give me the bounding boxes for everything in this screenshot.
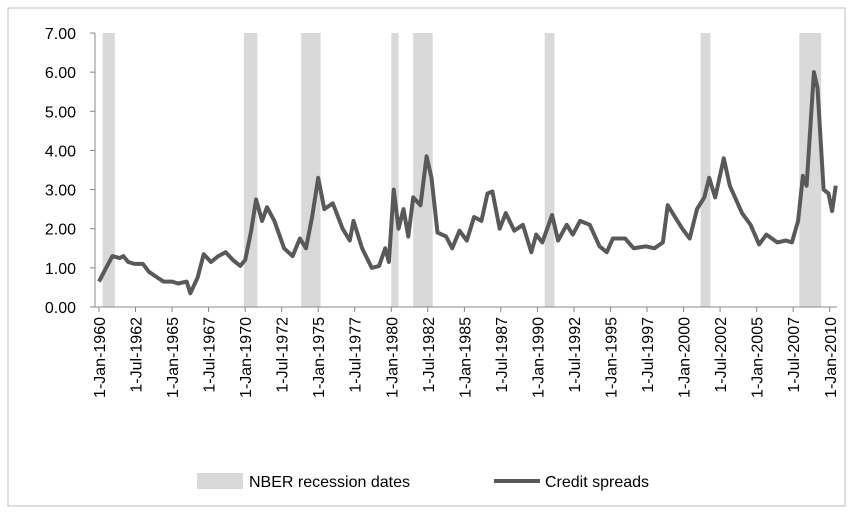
- y-tick-label: 6.00: [45, 65, 76, 82]
- x-tick-label: 1-Jan-1995: [604, 317, 621, 398]
- recession-band: [102, 33, 115, 307]
- y-tick-label: 1.00: [45, 261, 76, 278]
- x-tick-label: 1-Jan-1980: [384, 317, 401, 398]
- recession-band: [544, 33, 555, 307]
- y-tick-label: 5.00: [45, 104, 76, 121]
- y-tick-label: 2.00: [45, 222, 76, 239]
- x-tick-label: 1-Jul-1967: [202, 317, 219, 393]
- y-tick-label: 4.00: [45, 143, 76, 160]
- x-tick-label: 1-Jan-2000: [677, 317, 694, 398]
- recession-band: [301, 33, 321, 307]
- x-tick-label: 1-Jul-1962: [128, 317, 145, 393]
- x-tick-label: 1-Jul-1977: [348, 317, 365, 393]
- x-tick-label: 1-Jul-1992: [567, 317, 584, 393]
- x-tick-label: 1-Jul-1982: [421, 317, 438, 393]
- legend-label: Credit spreads: [545, 474, 649, 491]
- x-tick-label: 1-Jan-1975: [311, 317, 328, 398]
- recession-band: [700, 33, 711, 307]
- x-tick-label: 1-Jan-1965: [165, 317, 182, 398]
- x-tick-label: 1-Jul-2002: [713, 317, 730, 393]
- series-line: [97, 70, 838, 296]
- y-tick-label: 3.00: [45, 183, 76, 200]
- x-tick-label: 1-Jul-1987: [494, 317, 511, 393]
- legend-label: NBER recession dates: [249, 474, 410, 491]
- x-tick-label: 1-Jan-2005: [750, 317, 767, 398]
- x-tick-label: 1-Jul-1972: [275, 317, 292, 393]
- y-tick-label: 0.00: [45, 300, 76, 317]
- x-tick-label: 1-Jul-2007: [786, 317, 803, 393]
- y-tick-label: 7.00: [45, 26, 76, 43]
- x-tick-label: 1-Jan-1960: [92, 317, 109, 398]
- x-tick-label: 1-Jul-1997: [640, 317, 657, 393]
- recession-band: [799, 33, 822, 307]
- recession-band: [391, 33, 399, 307]
- x-tick-label: 1-Jan-1985: [457, 317, 474, 398]
- legend-swatch: [197, 473, 243, 489]
- x-tick-label: 1-Jan-1990: [530, 317, 547, 398]
- recession-band: [243, 33, 258, 307]
- x-tick-label: 1-Jan-1970: [238, 317, 255, 398]
- x-tick-label: 1-Jan-2010: [823, 317, 840, 398]
